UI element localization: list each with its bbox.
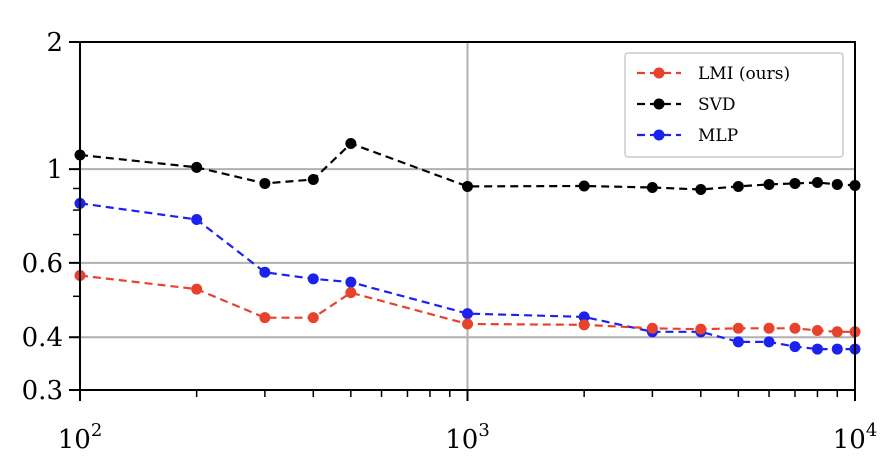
data-point (578, 180, 590, 192)
x-tick-label: 103 (445, 420, 490, 455)
data-point (191, 213, 203, 225)
data-point (732, 336, 744, 348)
series-line (79, 202, 855, 351)
legend-marker (653, 98, 665, 110)
data-point (191, 161, 203, 173)
legend-entry: SVD (637, 95, 736, 115)
data-point (259, 177, 271, 189)
data-point (831, 343, 843, 355)
data-point (831, 326, 843, 338)
legend-marker (653, 67, 665, 79)
series-mlp (74, 197, 861, 355)
legend-label: LMI (ours) (698, 64, 790, 84)
data-point (811, 176, 823, 188)
series-layer (74, 138, 861, 355)
data-point (259, 312, 271, 324)
data-point (763, 336, 775, 348)
data-point (578, 319, 590, 331)
minor-ticks (73, 187, 839, 397)
data-point (811, 343, 823, 355)
data-point (789, 177, 801, 189)
data-point (307, 174, 319, 186)
y-tick-label: 1 (46, 155, 63, 185)
data-point (307, 312, 319, 324)
legend-marker (653, 129, 665, 141)
x-tick-label: 104 (833, 420, 878, 455)
y-tick-label: 0.3 (22, 376, 63, 406)
y-tick-label: 2 (46, 28, 63, 58)
data-point (811, 324, 823, 336)
series-line (79, 142, 856, 191)
legend-box (624, 52, 844, 158)
y-tick-label: 0.4 (22, 323, 63, 353)
legend-entry: MLP (637, 126, 738, 146)
data-point (191, 283, 203, 295)
data-point (695, 183, 707, 195)
data-point (345, 287, 357, 299)
data-point (307, 273, 319, 285)
data-point (789, 341, 801, 353)
data-point (695, 323, 707, 335)
data-point (789, 322, 801, 334)
data-point (646, 322, 658, 334)
data-point (732, 322, 744, 334)
data-point (646, 181, 658, 193)
legend-entry: LMI (ours) (637, 64, 790, 84)
legend-label: SVD (698, 95, 736, 115)
data-point (763, 178, 775, 190)
data-point (259, 266, 271, 278)
data-point (345, 276, 357, 288)
data-point (732, 180, 744, 192)
legend: LMI (ours) SVD MLP (624, 52, 844, 158)
data-point (578, 311, 590, 323)
data-point (763, 322, 775, 334)
data-point (462, 308, 473, 320)
data-point (345, 138, 357, 150)
legend-label: MLP (698, 126, 738, 146)
series-svd (74, 138, 861, 195)
data-point (462, 180, 473, 192)
data-point (462, 318, 473, 330)
y-tick-label: 0.6 (22, 249, 63, 279)
data-point (831, 178, 843, 190)
x-tick-label: 102 (58, 420, 103, 455)
ticks: 102 103 104 0.3 0.4 0.6 1 2 (22, 28, 878, 455)
